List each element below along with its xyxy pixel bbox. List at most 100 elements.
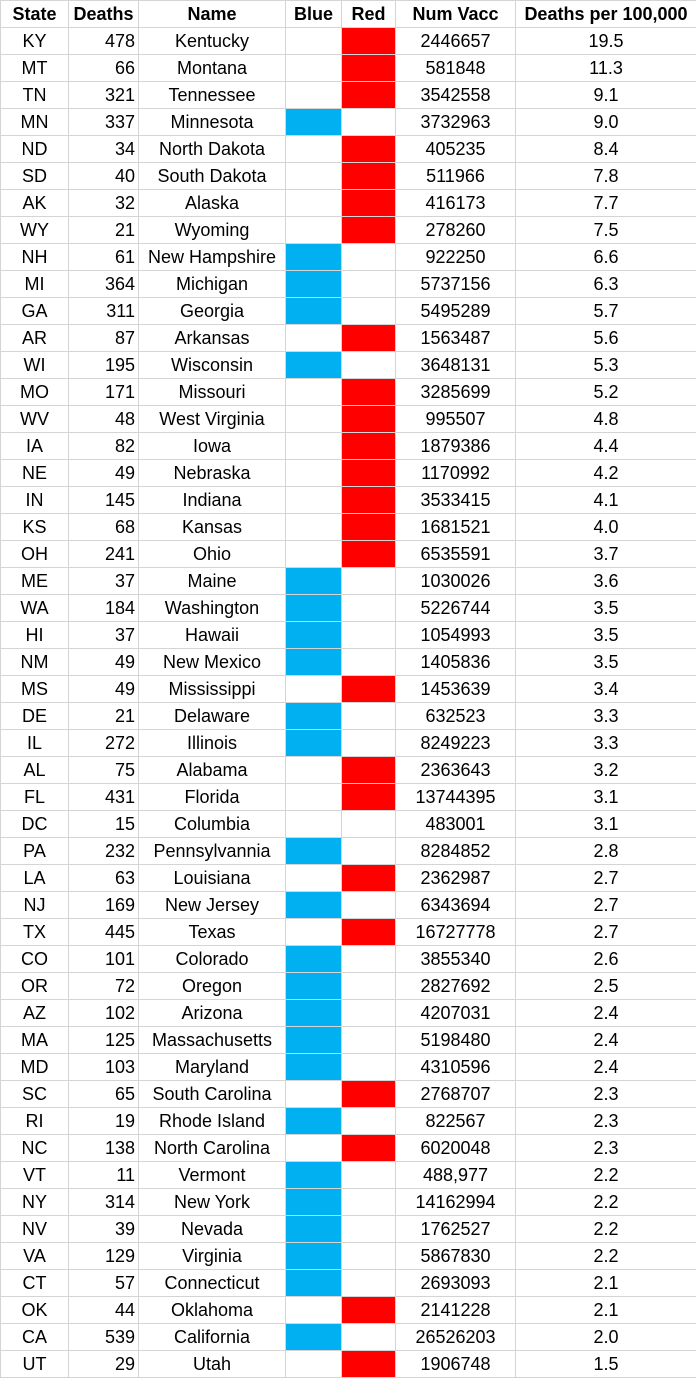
cell-red[interactable] — [341, 729, 396, 757]
cell-state[interactable]: CO — [0, 945, 69, 973]
cell-name[interactable]: Colorado — [138, 945, 286, 973]
cell-state[interactable]: MD — [0, 1053, 69, 1081]
cell-red[interactable] — [341, 1350, 396, 1378]
cell-blue[interactable] — [285, 1134, 342, 1162]
cell-deaths-per-100000[interactable]: 4.4 — [515, 432, 696, 460]
cell-name[interactable]: Alabama — [138, 756, 286, 784]
cell-state[interactable]: SD — [0, 162, 69, 190]
cell-deaths-per-100000[interactable]: 2.5 — [515, 972, 696, 1000]
cell-deaths-per-100000[interactable]: 9.0 — [515, 108, 696, 136]
cell-deaths-per-100000[interactable]: 2.8 — [515, 837, 696, 865]
cell-num-vacc[interactable]: 6343694 — [395, 891, 516, 919]
cell-num-vacc[interactable]: 632523 — [395, 702, 516, 730]
cell-red[interactable] — [341, 405, 396, 433]
cell-state[interactable]: ME — [0, 567, 69, 595]
cell-deaths[interactable]: 169 — [68, 891, 139, 919]
cell-state[interactable]: GA — [0, 297, 69, 325]
cell-red[interactable] — [341, 810, 396, 838]
cell-red[interactable] — [341, 1053, 396, 1081]
cell-deaths-per-100000[interactable]: 2.4 — [515, 1026, 696, 1054]
cell-deaths[interactable]: 40 — [68, 162, 139, 190]
cell-state[interactable]: IA — [0, 432, 69, 460]
cell-name[interactable]: Louisiana — [138, 864, 286, 892]
cell-num-vacc[interactable]: 3732963 — [395, 108, 516, 136]
cell-red[interactable] — [341, 972, 396, 1000]
cell-state[interactable]: NH — [0, 243, 69, 271]
cell-deaths-per-100000[interactable]: 2.6 — [515, 945, 696, 973]
cell-deaths-per-100000[interactable]: 2.3 — [515, 1107, 696, 1135]
cell-red[interactable] — [341, 1080, 396, 1108]
cell-name[interactable]: Texas — [138, 918, 286, 946]
cell-num-vacc[interactable]: 13744395 — [395, 783, 516, 811]
cell-red[interactable] — [341, 243, 396, 271]
cell-state[interactable]: MO — [0, 378, 69, 406]
cell-name[interactable]: Tennessee — [138, 81, 286, 109]
cell-blue[interactable] — [285, 27, 342, 55]
cell-deaths-per-100000[interactable]: 2.2 — [515, 1188, 696, 1216]
cell-deaths[interactable]: 337 — [68, 108, 139, 136]
cell-deaths-per-100000[interactable]: 3.3 — [515, 702, 696, 730]
cell-name[interactable]: Georgia — [138, 297, 286, 325]
cell-name[interactable]: Arkansas — [138, 324, 286, 352]
cell-name[interactable]: Delaware — [138, 702, 286, 730]
cell-blue[interactable] — [285, 270, 342, 298]
cell-deaths-per-100000[interactable]: 8.4 — [515, 135, 696, 163]
cell-blue[interactable] — [285, 243, 342, 271]
cell-red[interactable] — [341, 486, 396, 514]
cell-num-vacc[interactable]: 1563487 — [395, 324, 516, 352]
cell-deaths-per-100000[interactable]: 7.7 — [515, 189, 696, 217]
cell-state[interactable]: TX — [0, 918, 69, 946]
cell-deaths-per-100000[interactable]: 2.1 — [515, 1269, 696, 1297]
cell-blue[interactable] — [285, 1080, 342, 1108]
cell-name[interactable]: Alaska — [138, 189, 286, 217]
cell-deaths-per-100000[interactable]: 5.3 — [515, 351, 696, 379]
cell-name[interactable]: Kansas — [138, 513, 286, 541]
cell-state[interactable]: AK — [0, 189, 69, 217]
cell-num-vacc[interactable]: 511966 — [395, 162, 516, 190]
cell-num-vacc[interactable]: 6535591 — [395, 540, 516, 568]
cell-red[interactable] — [341, 1134, 396, 1162]
cell-state[interactable]: AZ — [0, 999, 69, 1027]
cell-deaths[interactable]: 29 — [68, 1350, 139, 1378]
cell-deaths[interactable]: 82 — [68, 432, 139, 460]
cell-num-vacc[interactable]: 483001 — [395, 810, 516, 838]
header-red[interactable]: Red — [341, 0, 396, 28]
cell-state[interactable]: IN — [0, 486, 69, 514]
cell-deaths-per-100000[interactable]: 4.8 — [515, 405, 696, 433]
cell-red[interactable] — [341, 324, 396, 352]
cell-deaths-per-100000[interactable]: 2.1 — [515, 1296, 696, 1324]
cell-name[interactable]: Minnesota — [138, 108, 286, 136]
cell-deaths-per-100000[interactable]: 2.2 — [515, 1161, 696, 1189]
cell-red[interactable] — [341, 513, 396, 541]
cell-state[interactable]: WY — [0, 216, 69, 244]
cell-deaths[interactable]: 314 — [68, 1188, 139, 1216]
cell-num-vacc[interactable]: 5737156 — [395, 270, 516, 298]
cell-blue[interactable] — [285, 54, 342, 82]
cell-state[interactable]: OK — [0, 1296, 69, 1324]
cell-deaths-per-100000[interactable]: 9.1 — [515, 81, 696, 109]
cell-name[interactable]: Wyoming — [138, 216, 286, 244]
cell-red[interactable] — [341, 81, 396, 109]
cell-num-vacc[interactable]: 1453639 — [395, 675, 516, 703]
cell-blue[interactable] — [285, 756, 342, 784]
cell-blue[interactable] — [285, 1242, 342, 1270]
cell-deaths-per-100000[interactable]: 2.2 — [515, 1215, 696, 1243]
cell-red[interactable] — [341, 432, 396, 460]
cell-blue[interactable] — [285, 1107, 342, 1135]
cell-name[interactable]: Maryland — [138, 1053, 286, 1081]
cell-blue[interactable] — [285, 864, 342, 892]
cell-state[interactable]: MA — [0, 1026, 69, 1054]
cell-state[interactable]: MT — [0, 54, 69, 82]
cell-num-vacc[interactable]: 5198480 — [395, 1026, 516, 1054]
cell-deaths-per-100000[interactable]: 4.1 — [515, 486, 696, 514]
cell-name[interactable]: West Virginia — [138, 405, 286, 433]
cell-state[interactable]: ND — [0, 135, 69, 163]
cell-num-vacc[interactable]: 4207031 — [395, 999, 516, 1027]
cell-state[interactable]: IL — [0, 729, 69, 757]
cell-blue[interactable] — [285, 1350, 342, 1378]
cell-blue[interactable] — [285, 378, 342, 406]
cell-name[interactable]: Florida — [138, 783, 286, 811]
cell-blue[interactable] — [285, 1296, 342, 1324]
cell-state[interactable]: NY — [0, 1188, 69, 1216]
cell-state[interactable]: DC — [0, 810, 69, 838]
